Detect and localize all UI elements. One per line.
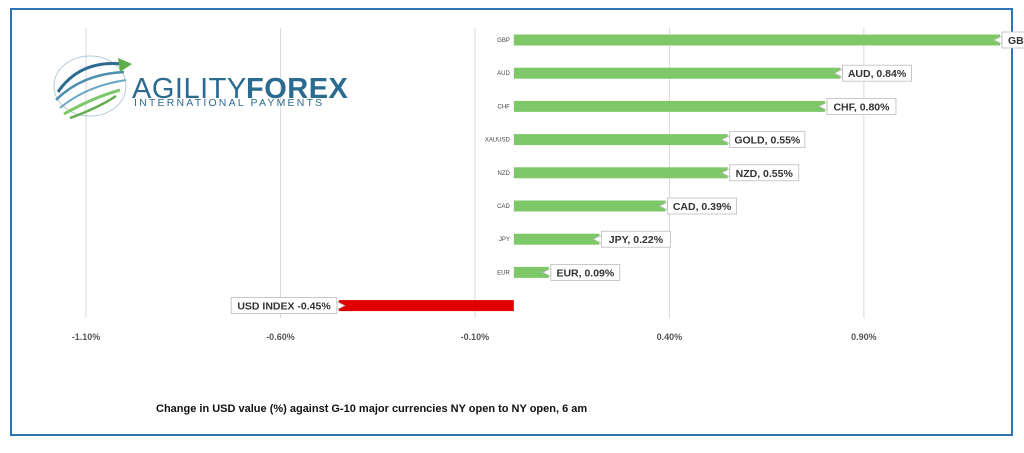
chart-caption: Change in USD value (%) against G-10 maj… — [156, 403, 587, 415]
bar — [513, 200, 666, 212]
data-label-box — [600, 230, 671, 248]
data-label-box — [1001, 31, 1024, 49]
logo-text-forex: FOREX — [246, 73, 349, 105]
data-label: USD INDEX -0.45% — [237, 301, 331, 313]
category-label: AUD — [497, 71, 510, 77]
globe-swoosh-icon — [53, 55, 132, 120]
x-tick-label: -0.10% — [461, 332, 490, 342]
bars — [338, 34, 1000, 312]
data-label: CAD, 0.39% — [673, 201, 732, 213]
logo-subtitle: INTERNATIONAL PAYMENTS — [134, 97, 324, 109]
data-label: JPY, 0.22% — [609, 234, 664, 246]
bar — [513, 100, 825, 112]
category-label: JPY — [499, 237, 510, 243]
bar — [513, 266, 549, 278]
category-label: CAD — [497, 204, 510, 210]
category-label: CHF — [497, 104, 510, 110]
data-label-box — [230, 297, 338, 315]
data-label: GOLD, 0.55% — [734, 135, 801, 147]
data-label-box — [826, 98, 897, 115]
data-label-box — [729, 131, 806, 149]
data-label-box — [842, 64, 912, 82]
bar — [513, 233, 600, 245]
x-tick-label: 0.40% — [657, 332, 683, 342]
category-label: NZD — [497, 171, 510, 177]
x-tick-label: -0.60% — [266, 332, 295, 342]
x-tick-label: 0.90% — [851, 332, 877, 342]
labels: -1.10% -0.60% -0.10% 0.40% 0.90% GBP GBP, 1.25… — [72, 31, 1024, 342]
data-label-box — [667, 197, 737, 215]
data-label: GBP, 1.25% — [1008, 35, 1024, 47]
category-label: GBP — [497, 38, 510, 44]
bar — [513, 167, 728, 179]
bar — [513, 134, 728, 146]
data-label-box — [729, 164, 800, 182]
logo-text-agility: AGILITY — [132, 73, 247, 105]
category-label: EUR — [497, 270, 510, 276]
data-label-box — [550, 263, 621, 281]
data-label: CHF, 0.80% — [833, 101, 890, 113]
x-tick-label: -1.10% — [72, 332, 101, 342]
agility-forex-logo: AGILITY FOREX INTERNATIONAL PAYMENTS — [53, 55, 349, 120]
bar — [338, 300, 514, 312]
data-label: AUD, 0.84% — [848, 68, 907, 80]
bar — [513, 67, 841, 79]
data-label: NZD, 0.55% — [736, 168, 794, 180]
data-label: EUR, 0.09% — [556, 267, 614, 279]
bar — [513, 34, 1000, 46]
category-label: XAUUSD — [485, 138, 511, 144]
